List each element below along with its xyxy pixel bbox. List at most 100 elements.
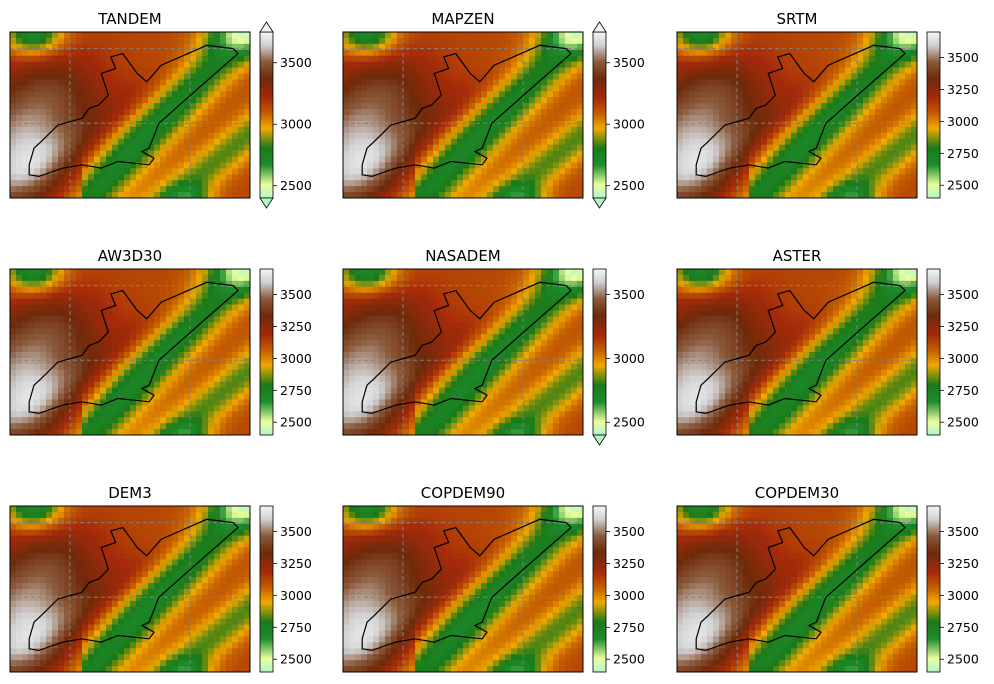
elevation-cell <box>202 126 209 134</box>
elevation-cell <box>523 304 530 311</box>
elevation-cell <box>160 32 167 39</box>
elevation-cell <box>88 144 95 151</box>
elevation-cell <box>553 192 560 199</box>
elevation-cell <box>881 168 888 175</box>
elevation-cell <box>851 132 858 140</box>
elevation-cell <box>238 144 245 151</box>
elevation-cell <box>701 109 708 116</box>
elevation-cell <box>439 32 446 39</box>
elevation-cell <box>130 310 137 317</box>
elevation-cell <box>178 37 185 45</box>
elevation-cell <box>190 280 197 288</box>
elevation-cell <box>349 109 356 116</box>
elevation-cell <box>797 49 804 57</box>
elevation-cell <box>677 103 684 110</box>
elevation-cell <box>355 298 362 305</box>
elevation-cell <box>869 186 876 193</box>
elevation-cell <box>797 126 804 134</box>
elevation-cell <box>148 192 155 199</box>
elevation-cell <box>70 346 77 353</box>
elevation-cell <box>130 357 137 365</box>
elevation-cell <box>130 32 137 39</box>
elevation-cell <box>112 346 119 353</box>
elevation-cell <box>136 156 143 163</box>
elevation-cell <box>76 352 83 359</box>
elevation-cell <box>154 162 161 169</box>
elevation-cell <box>809 138 816 146</box>
elevation-cell <box>427 280 434 288</box>
elevation-cell <box>64 346 71 353</box>
elevation-cell <box>190 363 197 371</box>
elevation-cell <box>391 280 398 288</box>
elevation-cell <box>355 120 362 128</box>
elevation-cell <box>779 138 786 146</box>
elevation-cell <box>214 162 221 169</box>
elevation-cell <box>529 144 536 151</box>
elevation-cell <box>184 357 191 365</box>
elevation-cell <box>52 393 59 400</box>
elevation-cell <box>839 162 846 169</box>
elevation-cell <box>451 316 458 323</box>
elevation-cell <box>713 32 720 39</box>
elevation-cell <box>833 37 840 45</box>
elevation-cell <box>505 85 512 92</box>
elevation-cell <box>130 120 137 128</box>
elevation-cell <box>208 79 215 86</box>
elevation-cell <box>196 67 203 74</box>
elevation-cell <box>559 328 566 335</box>
elevation-cell <box>791 115 798 122</box>
elevation-cell <box>719 103 726 110</box>
elevation-cell <box>511 274 518 282</box>
elevation-cell <box>184 43 191 51</box>
elevation-cell <box>683 109 690 116</box>
elevation-cell <box>214 381 221 388</box>
elevation-cell <box>475 144 482 151</box>
elevation-cell <box>815 97 822 104</box>
elevation-cell <box>136 186 143 193</box>
elevation-cell <box>184 399 191 406</box>
elevation-cell <box>46 73 53 80</box>
elevation-cell <box>100 375 107 383</box>
elevation-cell <box>803 55 810 63</box>
elevation-cell <box>403 91 410 98</box>
elevation-cell <box>16 393 23 400</box>
elevation-cell <box>214 405 221 412</box>
elevation-cell <box>397 328 404 335</box>
elevation-cell <box>94 328 101 335</box>
elevation-cell <box>379 156 386 163</box>
elevation-cell <box>683 85 690 92</box>
elevation-cell <box>70 316 77 323</box>
elevation-cell <box>226 274 233 282</box>
elevation-cell <box>851 120 858 128</box>
elevation-cell <box>46 274 53 282</box>
elevation-cell <box>208 61 215 68</box>
elevation-cell <box>76 115 83 122</box>
elevation-cell <box>689 162 696 169</box>
elevation-cell <box>553 150 560 157</box>
elevation-cell <box>166 417 173 424</box>
elevation-cell <box>160 328 167 335</box>
elevation-cell <box>349 49 356 57</box>
elevation-cell <box>529 280 536 288</box>
elevation-cell <box>565 280 572 288</box>
elevation-cell <box>827 43 834 51</box>
elevation-cell <box>28 316 35 323</box>
elevation-cell <box>505 156 512 163</box>
elevation-cell <box>82 49 89 57</box>
elevation-cell <box>232 423 239 430</box>
elevation-cell <box>178 399 185 406</box>
elevation-cell <box>82 168 89 175</box>
elevation-cell <box>815 32 822 39</box>
elevation-cell <box>701 85 708 92</box>
elevation-cell <box>106 298 113 305</box>
elevation-cell <box>130 43 137 51</box>
elevation-cell <box>881 97 888 104</box>
elevation-cell <box>34 67 41 74</box>
elevation-cell <box>367 85 374 92</box>
elevation-cell <box>58 109 65 116</box>
elevation-cell <box>232 79 239 86</box>
elevation-cell <box>433 310 440 317</box>
elevation-cell <box>523 144 530 151</box>
elevation-cell <box>226 340 233 347</box>
elevation-cell <box>10 334 17 341</box>
